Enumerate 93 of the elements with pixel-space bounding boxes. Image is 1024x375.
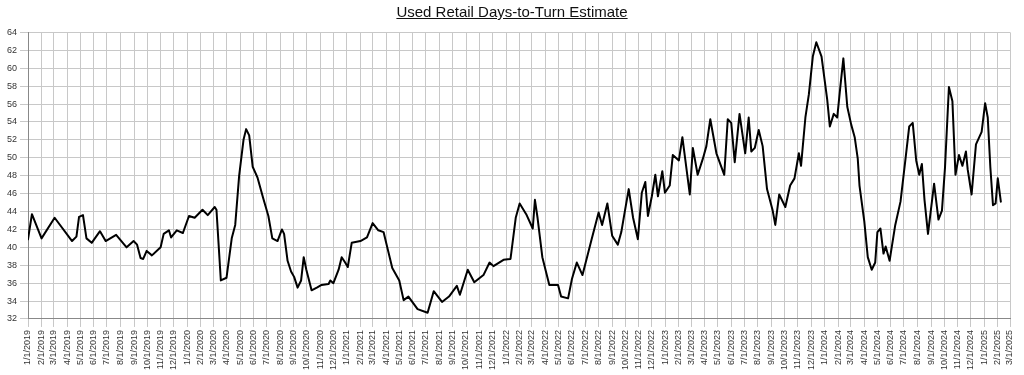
- x-tick-label: 11/1/2021: [474, 329, 485, 370]
- y-tick-label: 50: [7, 152, 18, 163]
- y-tick-label: 54: [7, 116, 18, 127]
- y-tick-label: 58: [7, 80, 18, 91]
- x-tick-label: 1/1/2020: [181, 329, 192, 366]
- x-tick-label: 12/1/2024: [965, 329, 976, 371]
- x-tick-label: 2/1/2024: [832, 329, 843, 366]
- y-tick-label: 32: [7, 313, 18, 324]
- x-tick-label: 6/1/2019: [88, 329, 99, 366]
- x-tick-label: 3/1/2024: [845, 329, 856, 366]
- x-tick-label: 8/1/2024: [912, 329, 922, 366]
- x-tick-label: 8/1/2023: [752, 329, 763, 366]
- x-tick-label: 3/1/2022: [526, 329, 537, 366]
- x-tick-label: 6/1/2023: [725, 329, 736, 366]
- x-tick-label: 11/1/2019: [155, 329, 166, 370]
- x-tick-label: 8/1/2019: [114, 329, 125, 366]
- x-tick-label: 2/1/2025: [992, 329, 1003, 366]
- y-tick-label: 36: [7, 277, 18, 288]
- y-tick-label: 38: [7, 259, 18, 270]
- x-tick-label: 5/1/2022: [552, 329, 563, 366]
- x-tick-label: 4/1/2022: [539, 329, 550, 366]
- x-tick-label: 8/1/2022: [593, 329, 604, 366]
- x-tick-label: 9/1/2021: [447, 329, 458, 366]
- y-tick-label: 42: [7, 223, 18, 234]
- x-tick-label: 3/1/2023: [685, 329, 696, 366]
- x-tick-label: 5/1/2023: [712, 329, 723, 366]
- x-tick-label: 8/1/2021: [433, 329, 444, 366]
- x-tick-label: 4/1/2024: [858, 329, 869, 366]
- x-tick-label: 9/1/2020: [288, 329, 299, 366]
- x-tick-label: 7/1/2021: [420, 329, 431, 366]
- x-tick-label: 6/1/2022: [566, 329, 577, 366]
- x-tick-label: 7/1/2020: [261, 329, 272, 366]
- y-tick-label: 52: [7, 134, 18, 145]
- x-tick-label: 5/1/2024: [871, 329, 882, 366]
- x-tick-label: 7/1/2023: [738, 329, 749, 366]
- x-tick-label: 1/1/2024: [819, 329, 830, 366]
- x-tick-label: 7/1/2019: [101, 329, 112, 366]
- x-tick-label: 4/1/2023: [699, 329, 710, 366]
- x-tick-label: 3/1/2020: [207, 329, 218, 366]
- x-tick-label: 1/1/2019: [22, 329, 33, 366]
- x-tick-label: 2/1/2022: [514, 329, 525, 366]
- x-tick-label: 7/1/2022: [579, 329, 590, 366]
- x-tick-label: 1/1/2023: [659, 329, 670, 366]
- x-tick-label: 3/1/2019: [48, 329, 59, 366]
- x-tick-label: 3/1/2025: [1004, 329, 1015, 366]
- x-tick-label: 6/1/2021: [407, 329, 418, 366]
- y-tick-label: 60: [7, 62, 18, 73]
- x-tick-label: 5/1/2019: [74, 329, 85, 366]
- x-tick-label: 2/1/2021: [354, 329, 365, 366]
- x-tick-label: 2/1/2019: [36, 329, 47, 366]
- x-tick-label: 12/1/2020: [327, 329, 338, 371]
- x-tick-label: 12/1/2023: [805, 329, 816, 371]
- x-tick-label: 2/1/2023: [673, 329, 684, 366]
- x-tick-label: 6/1/2020: [248, 329, 259, 366]
- x-tick-label: 3/1/2021: [367, 329, 378, 366]
- x-tick-label: 12/1/2021: [487, 329, 498, 371]
- x-tick-label: 9/1/2024: [925, 329, 936, 366]
- y-tick-label: 62: [7, 44, 18, 55]
- x-tick-label: 12/1/2022: [646, 329, 657, 371]
- y-tick-label: 34: [7, 295, 18, 306]
- x-tick-label: 6/1/2024: [885, 329, 896, 366]
- x-tick-label: 10/1/2019: [141, 329, 152, 371]
- x-tick-label: 1/1/2022: [500, 329, 511, 366]
- x-tick-label: 1/1/2021: [341, 329, 352, 366]
- x-tick-label: 11/1/2024: [952, 329, 963, 370]
- x-tick-label: 2/1/2020: [195, 329, 206, 366]
- x-tick-label: 8/1/2020: [274, 329, 285, 366]
- x-tick-label: 10/1/2021: [460, 329, 471, 371]
- x-tick-label: 1/1/2025: [978, 329, 989, 366]
- x-tick-label: 11/1/2022: [633, 329, 644, 370]
- x-tick-label: 10/1/2022: [619, 329, 630, 371]
- x-tick-label: 7/1/2024: [898, 329, 909, 366]
- x-tick-label: 11/1/2023: [792, 329, 803, 370]
- x-tick-label: 10/1/2020: [301, 329, 312, 371]
- chart-title: Used Retail Days-to-Turn Estimate: [395, 2, 629, 22]
- y-tick-label: 44: [7, 205, 18, 216]
- y-tick-label: 46: [7, 188, 18, 199]
- x-tick-label: 9/1/2022: [606, 329, 617, 366]
- y-tick-label: 56: [7, 98, 18, 109]
- y-tick-label: 40: [7, 241, 18, 252]
- x-tick-label: 4/1/2021: [380, 329, 391, 366]
- x-tick-label: 9/1/2019: [128, 329, 139, 366]
- x-tick-label: 11/1/2020: [314, 329, 325, 370]
- x-tick-label: 12/1/2019: [168, 329, 179, 371]
- x-tick-label: 9/1/2023: [765, 329, 776, 366]
- x-tick-label: 4/1/2019: [61, 329, 72, 366]
- y-tick-label: 64: [7, 26, 18, 37]
- x-tick-label: 10/1/2024: [938, 329, 949, 371]
- x-tick-label: 5/1/2020: [234, 329, 245, 366]
- x-tick-label: 10/1/2023: [778, 329, 789, 371]
- y-tick-label: 48: [7, 170, 18, 181]
- x-tick-label: 5/1/2021: [393, 329, 404, 366]
- x-tick-label: 4/1/2020: [221, 329, 232, 366]
